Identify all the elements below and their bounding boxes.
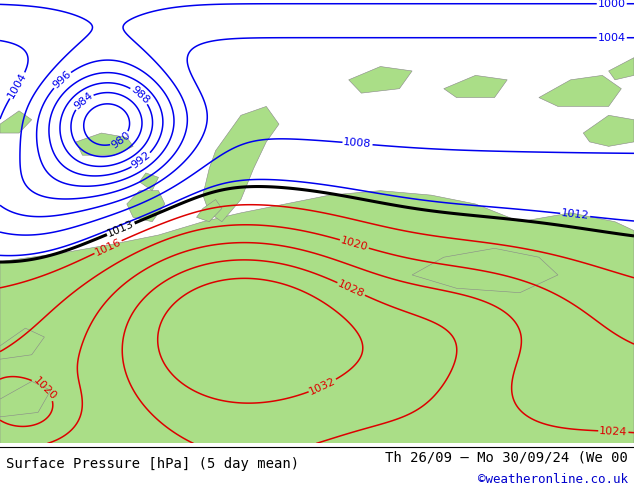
Text: 1012: 1012	[560, 208, 590, 221]
Text: 996: 996	[51, 69, 73, 91]
Polygon shape	[203, 106, 279, 221]
Polygon shape	[349, 67, 412, 93]
Text: 1028: 1028	[336, 278, 366, 299]
Polygon shape	[609, 58, 634, 80]
Text: 1032: 1032	[307, 376, 337, 396]
Polygon shape	[0, 111, 32, 133]
Text: Surface Pressure [hPa] (5 day mean): Surface Pressure [hPa] (5 day mean)	[6, 457, 299, 471]
Text: 1004: 1004	[598, 33, 626, 43]
Text: 1024: 1024	[599, 426, 628, 437]
Polygon shape	[139, 173, 158, 191]
Polygon shape	[444, 75, 507, 98]
Text: 988: 988	[129, 84, 151, 106]
Text: 1020: 1020	[31, 375, 58, 402]
Text: 1004: 1004	[6, 71, 29, 100]
Text: 1013: 1013	[106, 219, 136, 239]
Polygon shape	[0, 191, 634, 443]
Text: Th 26/09 – Mo 30/09/24 (We 00: Th 26/09 – Mo 30/09/24 (We 00	[385, 450, 628, 465]
Text: 1016: 1016	[93, 237, 123, 257]
Polygon shape	[583, 115, 634, 147]
Text: 984: 984	[72, 91, 95, 112]
Text: ©weatheronline.co.uk: ©weatheronline.co.uk	[477, 473, 628, 486]
Polygon shape	[412, 248, 558, 293]
Polygon shape	[127, 191, 165, 221]
Polygon shape	[0, 381, 51, 417]
Polygon shape	[0, 328, 44, 359]
Polygon shape	[197, 199, 222, 221]
Text: 980: 980	[109, 130, 132, 150]
Text: 1000: 1000	[598, 0, 626, 9]
Text: 992: 992	[130, 150, 153, 171]
Text: 1008: 1008	[343, 137, 372, 149]
Polygon shape	[539, 75, 621, 106]
Polygon shape	[76, 133, 133, 155]
Text: 1020: 1020	[339, 235, 369, 253]
